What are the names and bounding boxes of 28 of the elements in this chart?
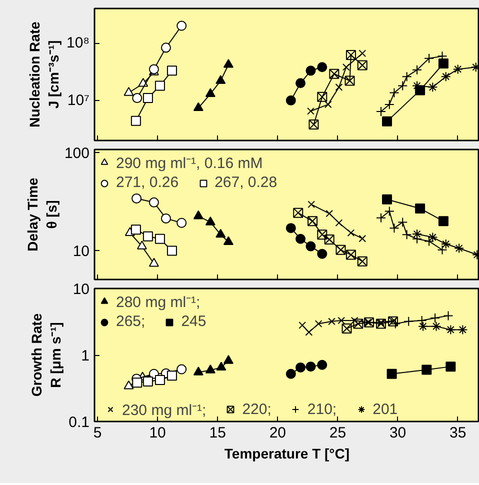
legend-label: 210; <box>307 400 337 418</box>
x-tick-label: 30 <box>389 424 406 442</box>
legend-label: 201 <box>372 400 398 418</box>
y-axis-title: Growth Rate R [μm s⁻¹] <box>28 313 64 397</box>
y-tick-label: 10 <box>72 281 90 298</box>
y-tick-label: 10 <box>72 243 90 260</box>
x-tick-label: 10 <box>149 424 166 442</box>
legend-label: 245 <box>181 313 206 330</box>
legend-label: 220; <box>242 400 272 418</box>
y-axis-title: Nucleation Rate J [cm⁻³s⁻¹] <box>26 21 62 128</box>
y-tick-label: 100 <box>64 144 90 162</box>
legend-label: 265; <box>116 313 146 330</box>
x-tick-label: 20 <box>269 424 286 442</box>
x-axis-title: Temperature T [°C] <box>224 446 350 462</box>
x-tick-label: 15 <box>209 424 226 442</box>
legend-label: 271, 0.26 <box>116 174 179 191</box>
legend-label: 290 mg ml⁻¹, 0.16 mM <box>116 154 263 172</box>
legend-label: 280 mg ml⁻¹; <box>116 293 200 311</box>
y-tick-label: 1 <box>81 348 90 364</box>
y-tick-label: 10⁷ <box>67 92 90 109</box>
legend-label: 230 mg ml⁻¹; <box>122 401 206 419</box>
x-tick-label: 5 <box>93 424 102 442</box>
y-axis-title: Delay Time θ [s] <box>24 177 60 252</box>
y-tick-label: 10⁸ <box>66 34 90 52</box>
y-tick-label: 0.1 <box>68 414 90 431</box>
legend-label: 267, 0.28 <box>214 174 278 191</box>
x-tick-label: 35 <box>450 424 466 442</box>
x-tick-label: 25 <box>329 424 346 442</box>
